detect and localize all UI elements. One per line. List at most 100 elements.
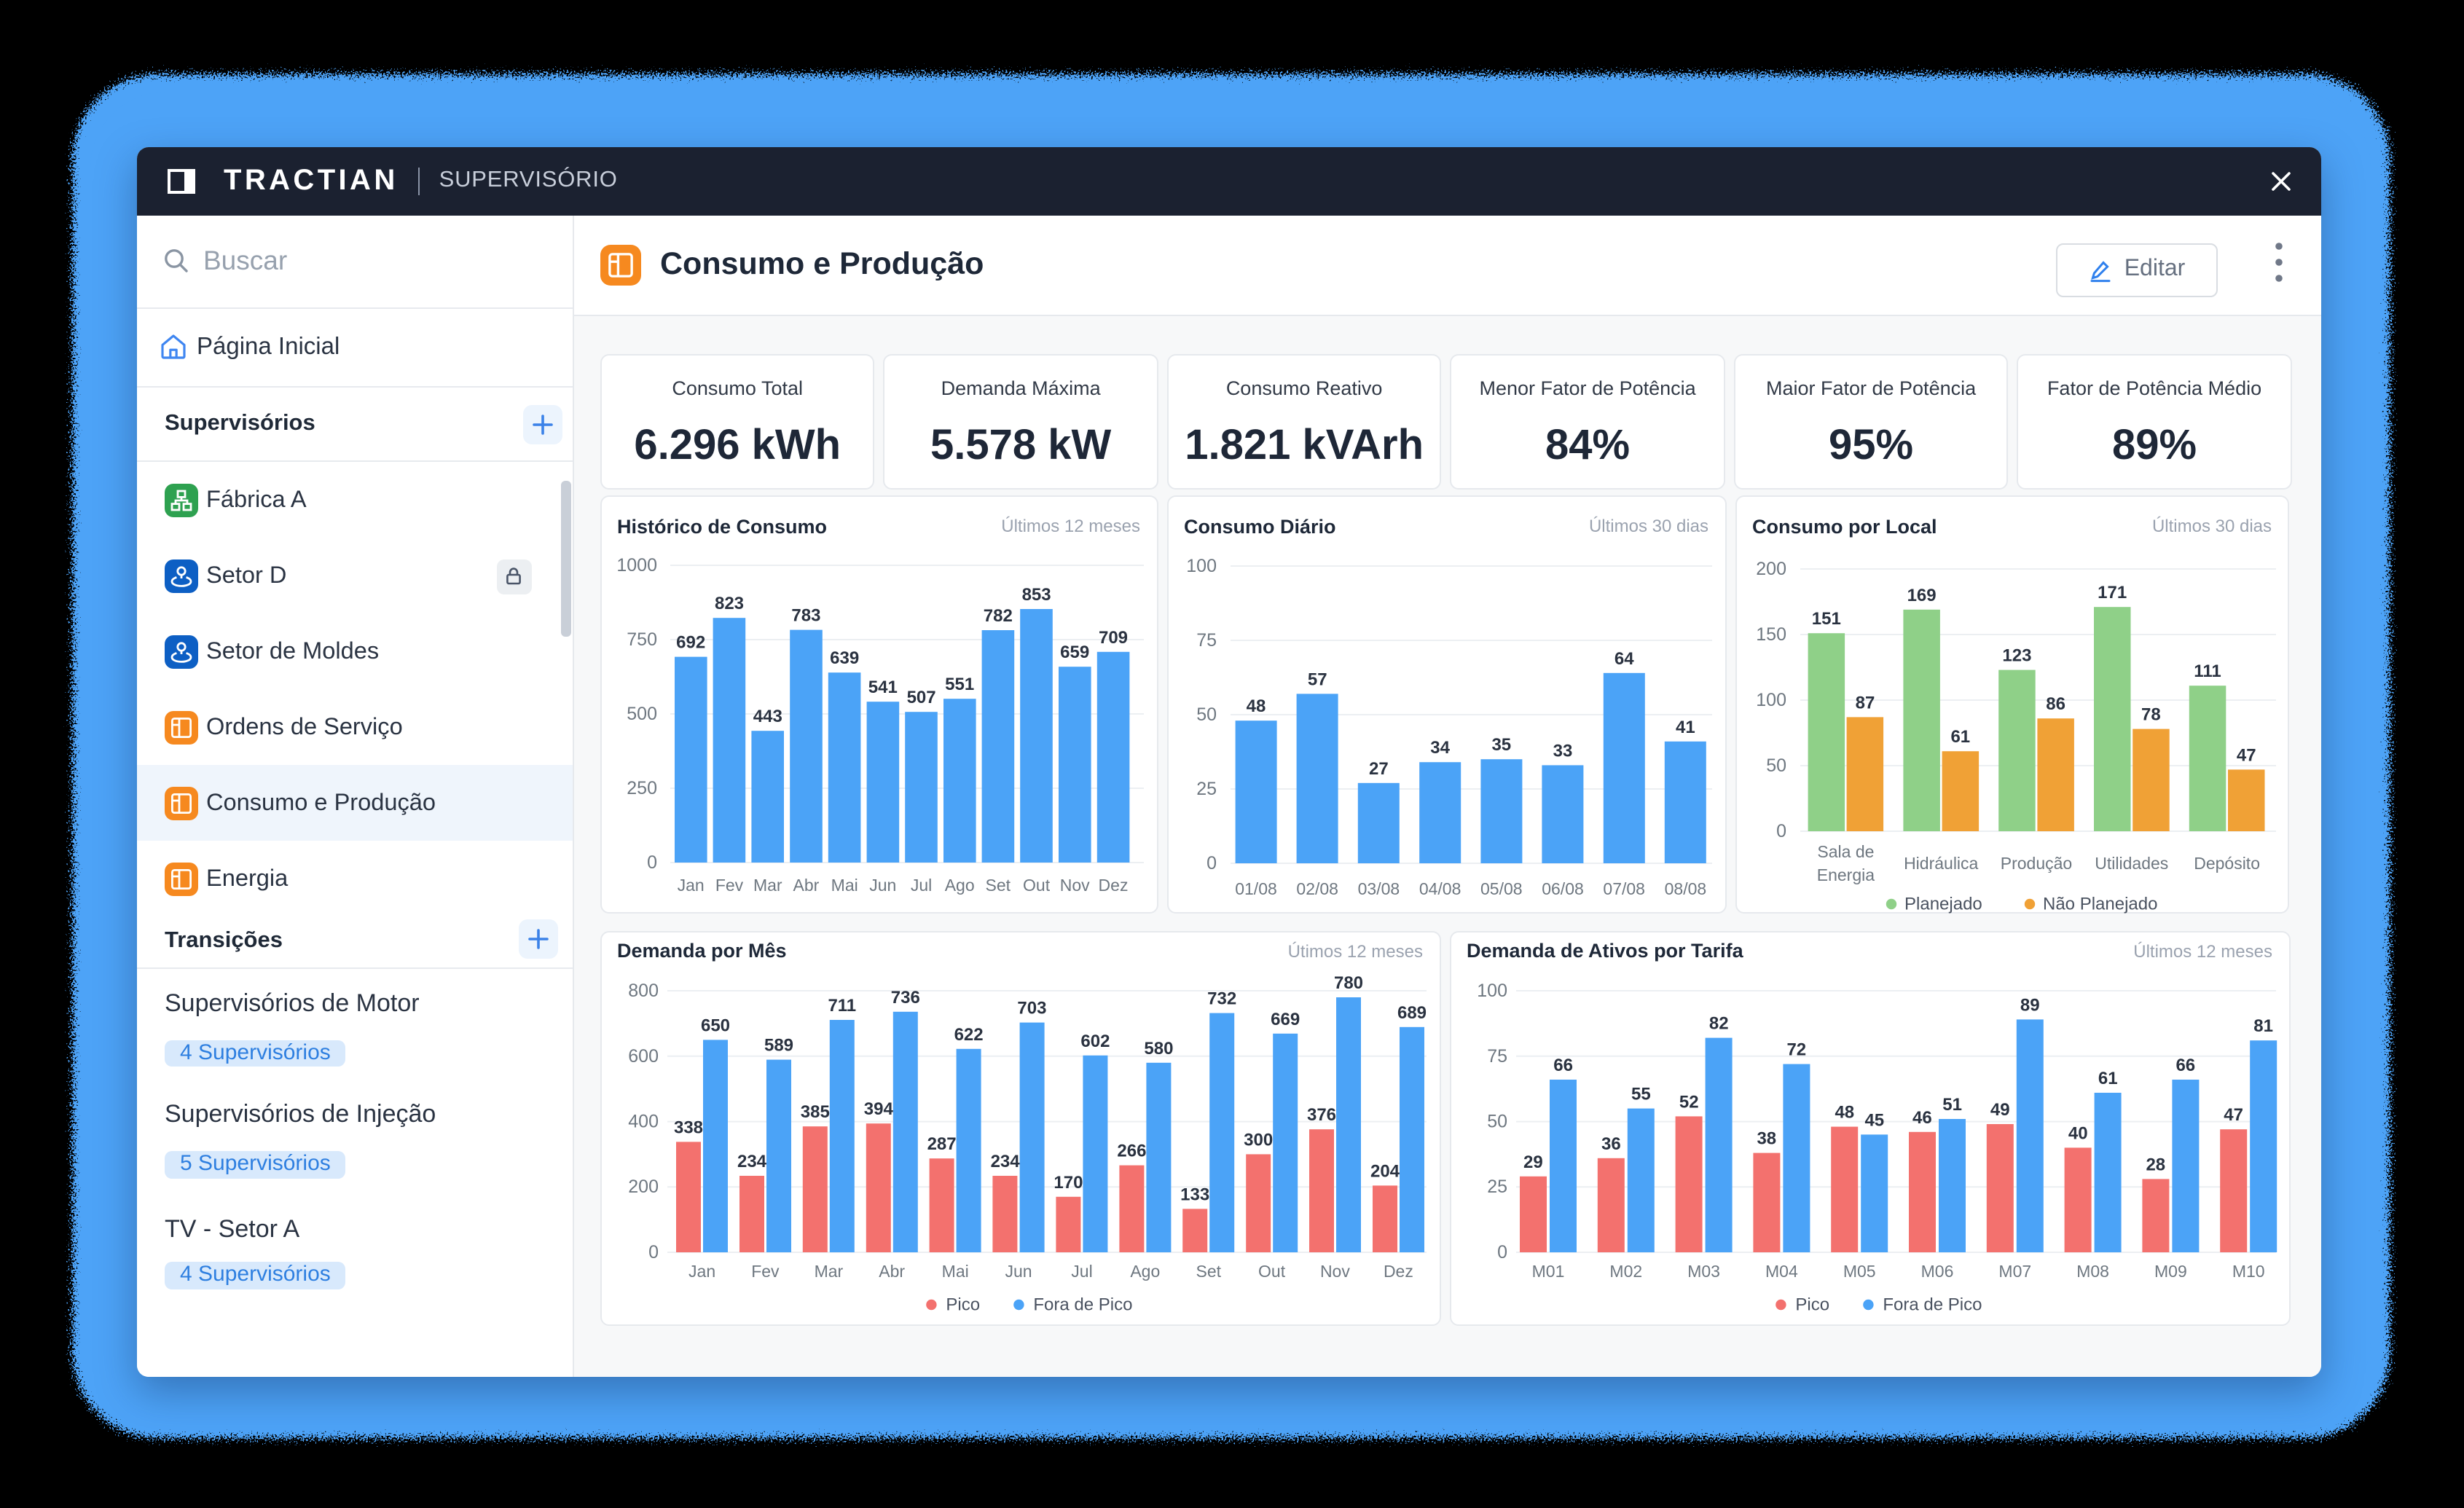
svg-text:170: 170 <box>1054 1173 1083 1193</box>
svg-text:Mar: Mar <box>815 1262 844 1281</box>
svg-text:87: 87 <box>1856 692 1875 712</box>
svg-text:639: 639 <box>830 648 859 667</box>
svg-text:08/08: 08/08 <box>1665 879 1707 898</box>
svg-text:75: 75 <box>1487 1046 1507 1067</box>
svg-text:52: 52 <box>1679 1092 1699 1112</box>
svg-text:0: 0 <box>1207 852 1217 873</box>
svg-text:602: 602 <box>1080 1032 1110 1051</box>
svg-text:Jan: Jan <box>678 875 705 894</box>
svg-text:Abr: Abr <box>793 875 820 894</box>
svg-text:Fora de Pico: Fora de Pico <box>1033 1295 1132 1315</box>
svg-text:61: 61 <box>1950 726 1970 746</box>
svg-text:Out: Out <box>1258 1262 1286 1281</box>
svg-text:50: 50 <box>1766 755 1786 775</box>
svg-text:Fev: Fev <box>715 875 744 894</box>
svg-text:50: 50 <box>1196 704 1217 724</box>
svg-text:34: 34 <box>1430 737 1450 757</box>
svg-text:150: 150 <box>1756 624 1786 644</box>
svg-text:Pico: Pico <box>1795 1295 1829 1315</box>
svg-text:Produção: Produção <box>2001 853 2072 872</box>
svg-text:200: 200 <box>628 1177 659 1197</box>
svg-text:Não Planejado: Não Planejado <box>2043 894 2157 914</box>
svg-text:46: 46 <box>1912 1108 1932 1128</box>
svg-text:Abr: Abr <box>879 1262 905 1281</box>
svg-text:Fev: Fev <box>751 1262 780 1281</box>
svg-text:75: 75 <box>1196 629 1217 650</box>
svg-text:151: 151 <box>1812 608 1841 628</box>
svg-text:78: 78 <box>2141 704 2161 724</box>
svg-text:07/08: 07/08 <box>1603 879 1645 898</box>
svg-text:33: 33 <box>1553 740 1573 760</box>
svg-text:204: 204 <box>1370 1161 1400 1181</box>
svg-text:41: 41 <box>1676 717 1695 737</box>
svg-text:Mai: Mai <box>831 875 858 894</box>
svg-text:89: 89 <box>2020 995 2040 1015</box>
svg-text:Set: Set <box>1196 1262 1222 1281</box>
svg-text:51: 51 <box>1942 1095 1962 1115</box>
svg-text:29: 29 <box>1523 1152 1543 1172</box>
svg-text:622: 622 <box>954 1025 984 1045</box>
svg-text:589: 589 <box>764 1036 793 1056</box>
svg-text:Mar: Mar <box>753 875 782 894</box>
svg-text:551: 551 <box>945 674 974 694</box>
svg-text:82: 82 <box>1709 1014 1729 1034</box>
svg-text:Depósito: Depósito <box>2194 853 2260 872</box>
svg-text:25: 25 <box>1196 778 1217 798</box>
svg-text:541: 541 <box>868 677 898 696</box>
svg-text:650: 650 <box>701 1016 730 1035</box>
svg-text:0: 0 <box>1776 820 1786 841</box>
svg-text:443: 443 <box>753 706 782 726</box>
svg-text:580: 580 <box>1144 1039 1173 1059</box>
svg-text:05/08: 05/08 <box>1480 879 1523 898</box>
svg-text:Ago: Ago <box>945 875 975 894</box>
svg-text:Pico: Pico <box>946 1295 980 1315</box>
svg-text:287: 287 <box>927 1134 957 1154</box>
svg-text:45: 45 <box>1864 1110 1884 1130</box>
svg-text:Jul: Jul <box>1071 1262 1092 1281</box>
svg-text:133: 133 <box>1180 1185 1209 1204</box>
svg-text:04/08: 04/08 <box>1419 879 1461 898</box>
svg-text:780: 780 <box>1334 973 1363 993</box>
svg-text:266: 266 <box>1117 1142 1146 1161</box>
svg-text:Dez: Dez <box>1384 1262 1413 1281</box>
svg-text:M05: M05 <box>1843 1262 1876 1281</box>
svg-text:123: 123 <box>2002 645 2031 665</box>
svg-text:500: 500 <box>627 703 657 723</box>
svg-text:300: 300 <box>1244 1130 1273 1150</box>
svg-text:Hidráulica: Hidráulica <box>1904 853 1978 872</box>
svg-text:48: 48 <box>1835 1103 1854 1123</box>
svg-text:100: 100 <box>1477 981 1507 1001</box>
svg-text:27: 27 <box>1369 758 1389 778</box>
svg-text:M01: M01 <box>1532 1262 1565 1281</box>
svg-text:Jun: Jun <box>869 875 896 894</box>
svg-text:111: 111 <box>2194 661 2221 680</box>
svg-text:Jul: Jul <box>911 875 932 894</box>
svg-text:782: 782 <box>984 605 1013 625</box>
svg-text:M07: M07 <box>1998 1262 2031 1281</box>
svg-text:Ago: Ago <box>1130 1262 1160 1281</box>
svg-text:234: 234 <box>737 1152 767 1171</box>
svg-text:72: 72 <box>1786 1040 1806 1060</box>
svg-text:01/08: 01/08 <box>1235 879 1277 898</box>
svg-text:66: 66 <box>2175 1056 2195 1075</box>
svg-text:703: 703 <box>1017 999 1046 1018</box>
svg-text:Sala de: Sala de <box>1817 841 1874 860</box>
svg-text:Fora de Pico: Fora de Pico <box>1883 1295 1982 1315</box>
svg-text:M08: M08 <box>2076 1262 2109 1281</box>
svg-text:Utilidades: Utilidades <box>2095 853 2168 872</box>
svg-text:47: 47 <box>2224 1105 2243 1125</box>
svg-text:171: 171 <box>2098 582 2127 602</box>
svg-text:669: 669 <box>1271 1010 1300 1029</box>
svg-text:38: 38 <box>1757 1129 1776 1149</box>
svg-text:0: 0 <box>647 852 657 872</box>
svg-text:36: 36 <box>1601 1134 1621 1154</box>
svg-text:M04: M04 <box>1765 1262 1798 1281</box>
svg-text:736: 736 <box>891 988 920 1008</box>
svg-text:M06: M06 <box>1921 1262 1954 1281</box>
svg-text:234: 234 <box>991 1152 1021 1171</box>
svg-text:Jan: Jan <box>688 1262 715 1281</box>
svg-text:732: 732 <box>1207 989 1236 1009</box>
svg-text:711: 711 <box>828 996 856 1016</box>
svg-text:709: 709 <box>1099 627 1128 647</box>
svg-text:0: 0 <box>1497 1242 1507 1262</box>
